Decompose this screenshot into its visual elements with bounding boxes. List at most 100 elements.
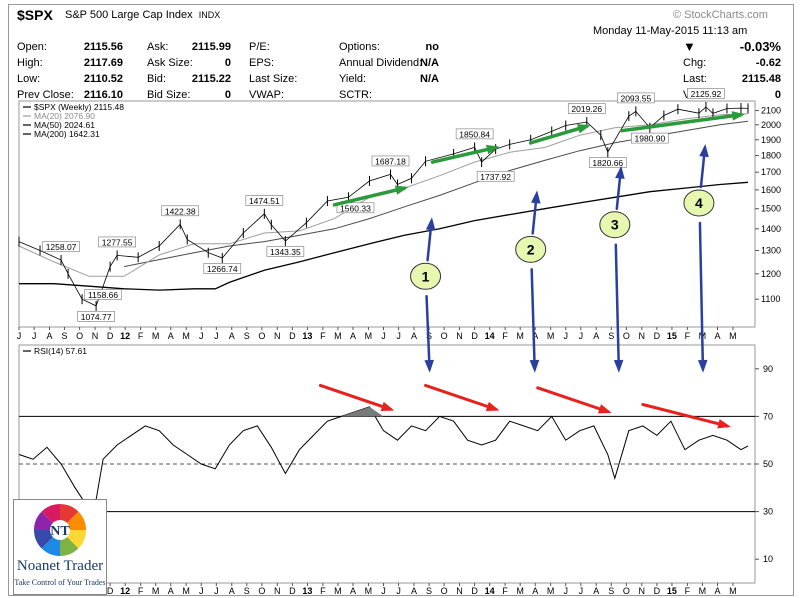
price-y-tick-label: 1900: [761, 135, 781, 145]
price-x-tick-label: M: [729, 331, 737, 341]
price-x-tick-label: M: [182, 331, 190, 341]
price-x-tick-label: F: [502, 331, 508, 341]
price-x-tick-label: A: [350, 331, 356, 341]
rsi-x-tick-label: F: [502, 586, 508, 595]
price-x-tick-label: O: [441, 331, 448, 341]
price-x-tick-label: A: [46, 331, 52, 341]
rsi-x-tick-label: A: [714, 586, 720, 595]
logo-wheel-icon: NT: [33, 503, 87, 556]
price-x-tick-label: J: [32, 331, 37, 341]
logo-letters: NT: [50, 524, 70, 539]
price-y-tick-label: 1300: [761, 245, 781, 255]
brand-label[interactable]: © StockCharts.com: [673, 9, 768, 21]
price-x-tick-label: O: [623, 331, 630, 341]
price-x-tick-label: M: [334, 331, 342, 341]
rsi-x-tick-label: M: [182, 586, 190, 595]
price-x-tick-label: S: [608, 331, 614, 341]
price-x-tick-label: 15: [667, 331, 677, 341]
price-annotation: 1158.66: [88, 290, 118, 300]
price-x-tick-label: A: [593, 331, 599, 341]
price-x-tick-label: A: [411, 331, 417, 341]
blue-arrow-down: [698, 221, 705, 371]
legend-entry: MA(200) 1642.31: [34, 129, 100, 139]
rsi-x-tick-label: O: [623, 586, 630, 595]
price-y-tick-label: 1700: [761, 167, 781, 177]
rsi-overbought-fill: [369, 406, 384, 417]
rsi-x-tick-label: F: [320, 586, 326, 595]
red-divergence-arrow-head: [597, 404, 612, 414]
price-annotation: 1850.84: [459, 129, 490, 139]
rsi-x-tick-label: 12: [120, 586, 130, 595]
rsi-x-tick-label: A: [229, 586, 235, 595]
rsi-legend-entry: RSI(14) 57.61: [34, 346, 87, 356]
rsi-x-tick-label: J: [579, 586, 584, 595]
price-y-tick-label: 2100: [761, 106, 781, 116]
price-annotation: 1737.92: [480, 172, 511, 182]
logo-title: Noanet Trader: [16, 558, 104, 574]
field-label: Ask:: [147, 41, 169, 53]
ma200-line: [19, 181, 749, 291]
volume-value: 0: [774, 89, 781, 101]
blue-arrow-up-head: [699, 143, 709, 158]
blue-arrow-up-head: [615, 165, 625, 179]
red-divergence-arrow-head: [485, 401, 500, 411]
numbered-marker: [683, 189, 715, 217]
field-label: VWAP:: [249, 89, 285, 101]
price-x-tick-label: D: [289, 331, 296, 341]
annotation-box: [687, 88, 725, 99]
price-x-tick-label: F: [320, 331, 326, 341]
price-y-tick-label: 1200: [761, 269, 781, 279]
price-annotation: 1980.90: [634, 134, 665, 144]
annotation-box: [336, 202, 375, 214]
exchange-label: INDX: [198, 10, 221, 20]
price-annotation: 2019.26: [571, 104, 602, 114]
green-trend-arrow: [332, 186, 407, 207]
annotation-box: [77, 311, 115, 322]
annotation-box: [588, 157, 627, 168]
rsi-x-tick-label: M: [334, 586, 342, 595]
field-label: Bid Size:: [147, 89, 191, 101]
price-y-tick-label: 2000: [761, 120, 781, 130]
rsi-x-tick-label: D: [289, 586, 296, 595]
red-divergence-arrow-head: [380, 401, 395, 411]
green-trend-arrow-head: [486, 144, 500, 155]
annotation-box: [161, 205, 200, 217]
rsi-x-tick-label: N: [274, 586, 281, 595]
price-x-tick-label: 13: [302, 331, 312, 341]
price-x-tick-label: A: [532, 331, 538, 341]
price-x-tick-label: J: [563, 331, 568, 341]
annotation-box: [98, 236, 136, 248]
last-label: Last:: [683, 73, 707, 85]
price-annotation: 1474.51: [249, 196, 280, 206]
price-x-tick-label: F: [138, 331, 144, 341]
price-annotation: 1343.35: [270, 247, 301, 257]
green-trend-arrow-head: [731, 111, 745, 121]
price-annotation: 1266.74: [207, 264, 238, 274]
chg-value: -0.62: [755, 57, 781, 69]
symbol-name: S&P 500 Large Cap Index: [65, 9, 193, 21]
field-label: High:: [17, 57, 43, 69]
field-value: 0: [224, 89, 231, 101]
chart-frame: $SPX S&P 500 Large Cap Index INDX © Stoc…: [8, 4, 794, 596]
price-x-tick-label: 12: [120, 331, 130, 341]
field-value: 2110.52: [83, 73, 123, 85]
rsi-x-tick-label: M: [699, 586, 707, 595]
price-x-tick-label: D: [107, 331, 114, 341]
price-x-tick-label: F: [685, 331, 691, 341]
field-label: Annual Dividend:: [339, 57, 423, 69]
price-annotation: 1074.77: [81, 312, 112, 322]
red-divergence-arrow: [536, 386, 610, 414]
field-label: P/E:: [249, 41, 270, 53]
field-value: 2115.99: [191, 41, 231, 53]
price-annotation: 1277.55: [102, 237, 133, 247]
rsi-y-tick-label: 10: [763, 554, 773, 564]
rsi-x-tick-label: O: [258, 586, 265, 595]
annotation-box: [371, 155, 410, 167]
price-x-tick-label: J: [579, 331, 584, 341]
blue-arrow-down: [614, 243, 621, 371]
rsi-x-tick-label: A: [168, 586, 174, 595]
field-value: N/A: [420, 57, 439, 69]
rsi-x-tick-label: J: [214, 586, 219, 595]
red-divergence-arrow: [318, 383, 393, 411]
field-label: Ask Size:: [147, 57, 193, 69]
